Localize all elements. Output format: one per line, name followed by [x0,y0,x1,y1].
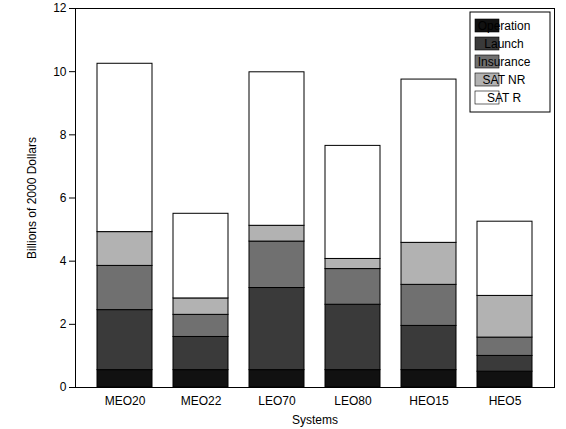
svg-text:MEO22: MEO22 [181,394,222,408]
svg-text:2: 2 [60,317,67,331]
svg-text:8: 8 [60,128,67,142]
svg-text:Operation: Operation [478,19,531,33]
svg-text:LEO70: LEO70 [258,394,296,408]
svg-text:Systems: Systems [292,413,338,427]
svg-text:12: 12 [53,1,67,15]
svg-text:MEO20: MEO20 [105,394,146,408]
svg-text:Billions of 2000 Dollars: Billions of 2000 Dollars [25,137,39,259]
svg-text:Insurance: Insurance [478,55,531,69]
svg-text:LEO80: LEO80 [334,394,372,408]
svg-text:10: 10 [53,65,67,79]
svg-text:SAT NR: SAT NR [483,73,526,87]
svg-text:HEO5: HEO5 [489,394,522,408]
svg-text:0: 0 [60,380,67,394]
svg-text:SAT R: SAT R [487,91,522,105]
svg-text:4: 4 [60,254,67,268]
svg-text:HEO15: HEO15 [409,394,449,408]
svg-text:Launch: Launch [484,37,523,51]
svg-text:6: 6 [60,191,67,205]
